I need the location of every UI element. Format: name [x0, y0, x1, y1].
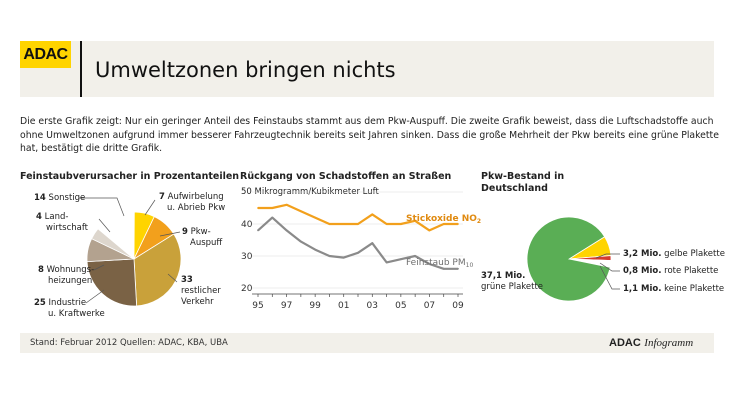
pie1-leader-line	[79, 197, 125, 217]
line-point-stickoxide-no2	[342, 223, 345, 225]
pie1-label-auspuff: 9 Pkw- Auspuff	[182, 227, 223, 248]
line-point-stickoxide-no2	[399, 223, 402, 225]
line-xtick-label: 01	[338, 301, 349, 311]
pie2-leader-line	[595, 253, 620, 259]
line-xtick-label: 07	[424, 301, 435, 311]
footer-band	[20, 333, 714, 353]
line-series-label-feinstaub-pm10: Feinstaub PM10	[406, 258, 473, 269]
pie2-title: Pkw-Bestand in Deutschland	[481, 171, 565, 194]
pie1-leader-line	[85, 289, 105, 304]
line-point-feinstaub-pm10	[414, 255, 417, 257]
line-point-feinstaub-pm10	[328, 255, 331, 257]
line-title: Rückgang von Schadstoffen an Straßen	[240, 171, 452, 182]
pie1-label-industrie: 25 Industrie u. Kraftwerke	[34, 298, 105, 319]
line-point-feinstaub-pm10	[399, 258, 402, 261]
line-xtick-label: 05	[395, 301, 406, 311]
pie2-label-gruen: 37,1 Mio. grüne Plakette	[481, 271, 544, 292]
pie1-label-landwirtschaft: 4 Land-wirtschaft	[36, 212, 89, 233]
line-xtick-label: 09	[452, 301, 464, 311]
pie1-label-heizungen: 8 Wohnungs-heizungen	[38, 265, 95, 286]
line-ytick-label: 20	[241, 284, 253, 294]
pie1-slice-landwirtschaft	[91, 228, 135, 260]
line-point-stickoxide-no2	[257, 207, 259, 209]
pie1-title: Feinstaubverursacher in Prozentanteilen	[20, 171, 240, 182]
pie1-leader-line	[98, 218, 111, 233]
line-point-stickoxide-no2	[314, 216, 317, 219]
line-xtick-label: 95	[252, 301, 263, 311]
line-point-feinstaub-pm10	[457, 267, 459, 270]
line-point-feinstaub-pm10	[314, 248, 317, 251]
line-point-stickoxide-no2	[385, 223, 388, 225]
line-point-feinstaub-pm10	[385, 261, 388, 264]
line-point-stickoxide-no2	[442, 223, 445, 225]
line-point-feinstaub-pm10	[442, 267, 445, 270]
line-point-stickoxide-no2	[457, 223, 459, 225]
line-xtick-label: 97	[281, 301, 292, 311]
line-point-feinstaub-pm10	[285, 229, 288, 232]
line-point-feinstaub-pm10	[357, 251, 359, 254]
pie2-leader-line	[599, 265, 620, 290]
pie2-label-gelb: 3,2 Mio. gelbe Plakette	[623, 249, 725, 259]
pie2-label-rot: 0,8 Mio. rote Plakette	[623, 266, 719, 276]
line-point-feinstaub-pm10	[299, 240, 302, 243]
line-point-stickoxide-no2	[371, 213, 374, 216]
pie2-slice-gr-ne-plakette	[526, 216, 611, 302]
footer-brand: ADAC Infogramm	[609, 337, 694, 349]
line-point-stickoxide-no2	[414, 219, 417, 222]
line-point-stickoxide-no2	[357, 223, 359, 225]
pie1-slice-industrie-u-kraftwerke	[86, 258, 138, 307]
line-point-feinstaub-pm10	[428, 263, 431, 265]
line-xtick-label: 99	[309, 301, 321, 311]
intro-text: Die erste Grafik zeigt: Nur ein geringer…	[20, 116, 719, 154]
line-point-feinstaub-pm10	[271, 216, 274, 219]
pie1-leader-line	[144, 199, 156, 216]
line-point-stickoxide-no2	[285, 203, 288, 206]
line-point-feinstaub-pm10	[371, 242, 374, 245]
pie1-label-verkehr: 33 restlicher Verkehr	[181, 275, 221, 307]
line-point-stickoxide-no2	[299, 210, 302, 213]
page-title: Umweltzonen bringen nichts	[95, 58, 396, 82]
pie2-leader-line	[599, 262, 620, 272]
pie1-leader-line	[159, 231, 181, 237]
pie1-label-aufwirbelung: 7 Aufwirbelung u. Abrieb Pkw	[159, 192, 226, 213]
line-point-stickoxide-no2	[328, 223, 331, 225]
header-divider	[80, 41, 82, 97]
line-point-stickoxide-no2	[271, 207, 274, 209]
pie1-leader-line	[167, 273, 178, 283]
pie1-label-sonstige: 14 Sonstige	[34, 193, 86, 203]
line-series-label-stickoxide-no2: Stickoxide NO2	[406, 214, 481, 225]
line-point-feinstaub-pm10	[342, 256, 345, 259]
line-point-feinstaub-pm10	[257, 229, 259, 232]
pie2-label-keine: 1,1 Mio. keine Plakette	[623, 284, 725, 294]
footer-source: Stand: Februar 2012 Quellen: ADAC, KBA, …	[30, 338, 228, 348]
line-point-stickoxide-no2	[428, 229, 431, 232]
adac-logo: ADAC	[20, 41, 71, 68]
line-xtick-label: 03	[367, 301, 378, 311]
line-ytick-label: 30	[241, 252, 253, 262]
header-band	[20, 41, 714, 97]
pie1-leader-line	[93, 264, 105, 271]
line-ytick-label: 40	[241, 220, 253, 230]
